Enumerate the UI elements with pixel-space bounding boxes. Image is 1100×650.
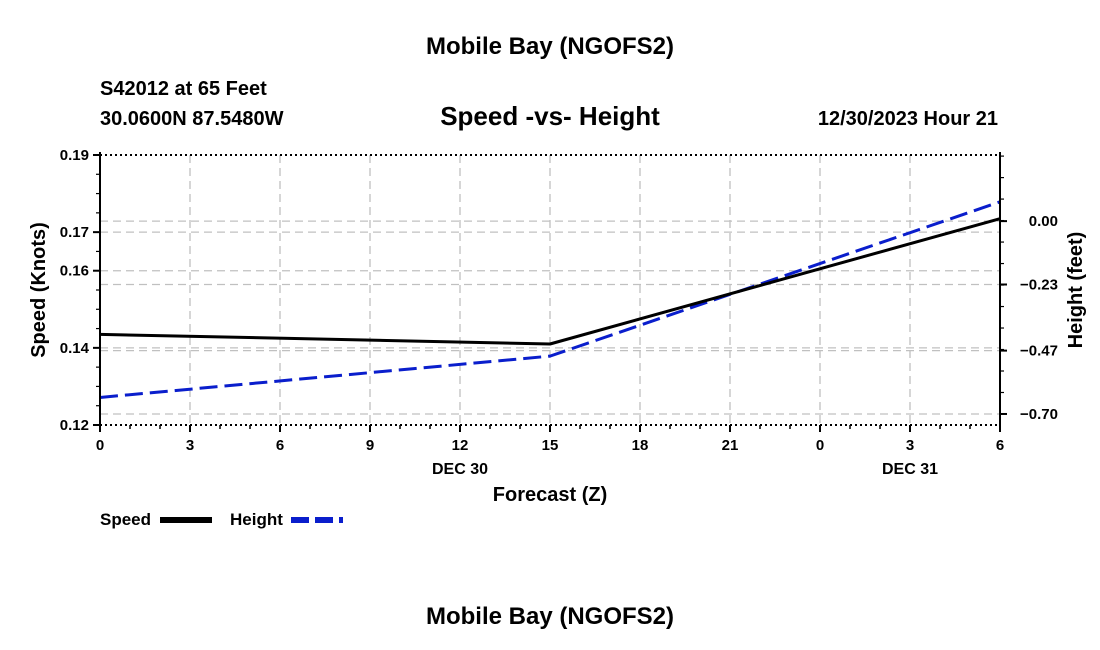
x-tick-label: 3 (906, 437, 914, 454)
x-tick-label: 15 (542, 437, 559, 454)
x-axis-label: Forecast (Z) (493, 484, 607, 506)
station-label: S42012 at 65 Feet (100, 78, 267, 100)
x-tick-label: 6 (276, 437, 284, 454)
x-tick-label: 0 (816, 437, 824, 454)
y-tick-label: 0.12 (60, 417, 89, 434)
chart-title: Speed -vs- Height (440, 101, 660, 131)
legend-height-label: Height (230, 510, 283, 529)
tick-layer: 0 3 6 9 12 15 18 21 0 3 6 DEC 30 DEC 31 0.12 0.14 0.16 0… (60, 147, 1058, 478)
x-date-label: DEC 31 (882, 461, 938, 478)
x-date-label: DEC 30 (432, 461, 488, 478)
series-line-speed (99, 217, 1001, 346)
x-tick-label: 0 (96, 437, 104, 454)
page-title: Mobile Bay (NGOFS2) (426, 33, 674, 60)
legend-speed-label: Speed (100, 510, 151, 529)
y-tick-label: 0.16 (60, 263, 89, 280)
legend: Speed Height (100, 510, 343, 529)
y2-tick-label: −0.70 (1020, 406, 1058, 423)
x-tick-label: 6 (996, 437, 1004, 454)
x-tick-label: 12 (452, 437, 469, 454)
y-axis-label: Speed (Knots) (28, 222, 50, 358)
y2-axis-label: Height (feet) (1065, 232, 1087, 349)
x-tick-label: 9 (366, 437, 374, 454)
grid (100, 155, 1000, 425)
y2-tick-label: −0.23 (1020, 276, 1058, 293)
footer-title: Mobile Bay (NGOFS2) (426, 603, 674, 630)
y-tick-label: 0.14 (60, 340, 90, 357)
y2-tick-label: 0.00 (1029, 213, 1058, 230)
timestamp-label: 12/30/2023 Hour 21 (818, 108, 998, 130)
series-line-height (99, 200, 1001, 399)
y2-tick-label: −0.47 (1020, 343, 1058, 360)
x-tick-label: 18 (632, 437, 649, 454)
series-layer (99, 200, 1001, 399)
x-tick-label: 21 (722, 437, 739, 454)
x-tick-label: 3 (186, 437, 194, 454)
coordinates-label: 30.0600N 87.5480W (100, 108, 284, 130)
y-tick-label: 0.19 (60, 147, 89, 164)
y-tick-label: 0.17 (60, 224, 89, 241)
